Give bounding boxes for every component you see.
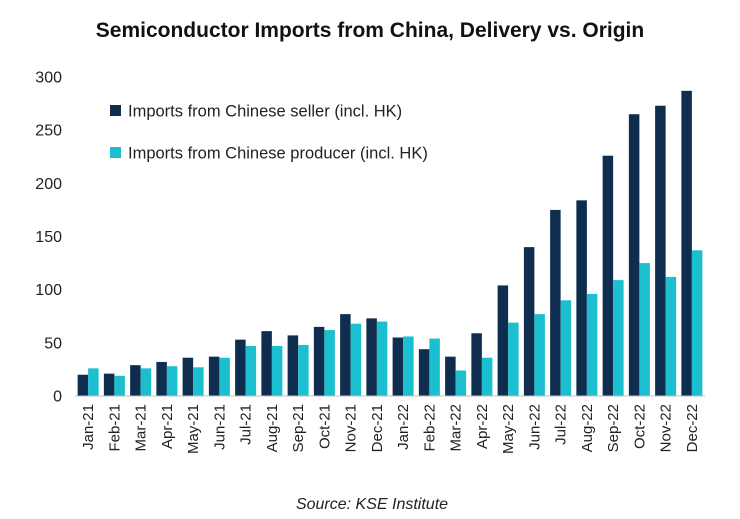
x-tick-label: Sep-22 — [605, 404, 622, 452]
bar-producer-feb-22 — [429, 338, 440, 396]
x-tick-label: Aug-21 — [264, 404, 281, 452]
bar-seller-apr-21 — [156, 361, 167, 396]
bar-seller-jan-21 — [77, 374, 89, 396]
x-tick-label: Jan-22 — [395, 404, 412, 450]
bar-producer-dec-21 — [376, 321, 388, 396]
x-tick-label: Feb-22 — [421, 404, 438, 452]
x-tick-label: Jun-21 — [211, 404, 228, 450]
bar-seller-apr-22 — [471, 333, 482, 396]
bar-seller-dec-21 — [366, 318, 377, 396]
bar-seller-aug-22 — [576, 200, 587, 396]
x-tick-label: Jul-21 — [238, 404, 255, 445]
x-tick-label: Aug-22 — [579, 404, 596, 452]
bar-seller-feb-22 — [418, 349, 430, 396]
x-tick-label: May-22 — [500, 404, 517, 454]
y-tick-label: 0 — [53, 389, 62, 406]
x-tick-label: Jan-21 — [80, 404, 97, 450]
x-tick-label: Apr-21 — [159, 404, 176, 449]
bar-seller-jul-22 — [550, 209, 561, 396]
bar-producer-apr-21 — [166, 366, 178, 396]
legend: Imports from Chinese seller (incl. HK) I… — [110, 103, 428, 163]
bar-producer-jan-22 — [403, 336, 414, 396]
bar-seller-jan-22 — [392, 337, 404, 396]
x-axis: Jan-21 Feb-21 Mar-21 Apr-21 May-21 Jun-21 Jul-… — [80, 404, 701, 454]
chart-title: Semiconductor Imports from China, Delive… — [96, 19, 644, 42]
bar-seller-nov-21 — [340, 314, 351, 396]
bar-producer-may-21 — [193, 367, 204, 396]
legend-swatch-seller — [110, 105, 121, 116]
bar-seller-oct-22 — [628, 114, 640, 396]
bar-producer-aug-22 — [586, 293, 598, 396]
bar-producer-oct-22 — [639, 263, 650, 396]
bar-seller-aug-21 — [261, 331, 272, 396]
bar-producer-dec-22 — [691, 250, 703, 396]
bar-producer-sep-21 — [298, 344, 309, 396]
bar-producer-nov-22 — [665, 276, 677, 396]
x-tick-label: Mar-22 — [448, 404, 465, 452]
x-tick-label: Oct-21 — [316, 404, 333, 449]
y-axis: 0 50 100 150 200 250 300 — [35, 70, 62, 406]
x-tick-label: Jun-22 — [526, 404, 543, 450]
bar-seller-dec-22 — [681, 90, 692, 396]
legend-label-producer: Imports from Chinese producer (incl. HK) — [128, 145, 428, 163]
bar-producer-mar-21 — [140, 368, 152, 396]
x-tick-label: Oct-22 — [631, 404, 648, 449]
bar-producer-mar-22 — [455, 370, 467, 396]
legend-label-seller: Imports from Chinese seller (incl. HK) — [128, 103, 402, 121]
bar-producer-jul-22 — [560, 300, 572, 396]
bar-seller-mar-21 — [130, 365, 141, 396]
x-tick-label: Dec-21 — [369, 404, 386, 452]
y-tick-label: 150 — [35, 229, 62, 246]
x-tick-label: Jul-22 — [553, 404, 570, 445]
bar-producer-jul-21 — [245, 346, 257, 396]
y-tick-label: 50 — [44, 335, 62, 352]
bar-seller-jun-21 — [208, 356, 220, 396]
bar-producer-feb-21 — [114, 375, 125, 396]
legend-swatch-producer — [110, 147, 121, 158]
x-tick-label: May-21 — [185, 404, 202, 454]
bar-seller-may-22 — [497, 285, 509, 396]
y-tick-label: 200 — [35, 176, 62, 193]
x-tick-label: Mar-21 — [133, 404, 150, 452]
bar-producer-oct-21 — [324, 330, 335, 396]
x-tick-label: Dec-22 — [684, 404, 701, 452]
x-tick-label: Apr-22 — [474, 404, 491, 449]
y-tick-label: 100 — [35, 282, 62, 299]
y-tick-label: 250 — [35, 123, 62, 140]
bar-seller-feb-21 — [103, 373, 115, 396]
bar-seller-may-21 — [182, 357, 194, 396]
bars-group — [77, 90, 703, 397]
bar-producer-jun-22 — [534, 314, 545, 396]
bar-producer-aug-21 — [271, 346, 283, 396]
bar-producer-apr-22 — [481, 357, 493, 396]
bar-seller-sep-22 — [602, 155, 614, 396]
bar-seller-sep-21 — [287, 335, 299, 396]
bar-seller-jun-22 — [523, 247, 535, 396]
x-tick-label: Nov-22 — [658, 404, 675, 452]
bar-producer-jun-21 — [219, 357, 230, 396]
bar-seller-jul-21 — [235, 339, 246, 396]
bar-producer-jan-21 — [88, 368, 99, 396]
x-tick-label: Nov-21 — [343, 404, 360, 452]
x-tick-label: Feb-21 — [106, 404, 123, 452]
source-note: Source: KSE Institute — [296, 496, 448, 513]
x-tick-label: Sep-21 — [290, 404, 307, 452]
y-tick-label: 300 — [35, 70, 62, 87]
bar-seller-oct-21 — [313, 326, 325, 396]
bar-seller-mar-22 — [445, 356, 456, 396]
bar-producer-may-22 — [508, 322, 519, 396]
bar-seller-nov-22 — [655, 105, 666, 397]
bar-producer-sep-22 — [613, 280, 624, 396]
bar-producer-nov-21 — [350, 323, 362, 396]
